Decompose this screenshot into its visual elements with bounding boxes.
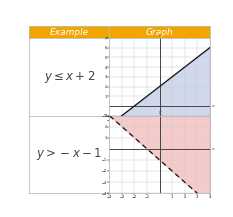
- Text: $y \leq x + 2$: $y \leq x + 2$: [44, 69, 95, 85]
- Text: Graph: Graph: [146, 28, 173, 36]
- Text: y: y: [158, 33, 161, 37]
- Text: x: x: [212, 104, 214, 108]
- Text: x: x: [212, 147, 214, 151]
- Text: $y > -x - 1$: $y > -x - 1$: [36, 146, 102, 162]
- Text: y: y: [158, 110, 161, 114]
- Text: Example: Example: [50, 28, 89, 36]
